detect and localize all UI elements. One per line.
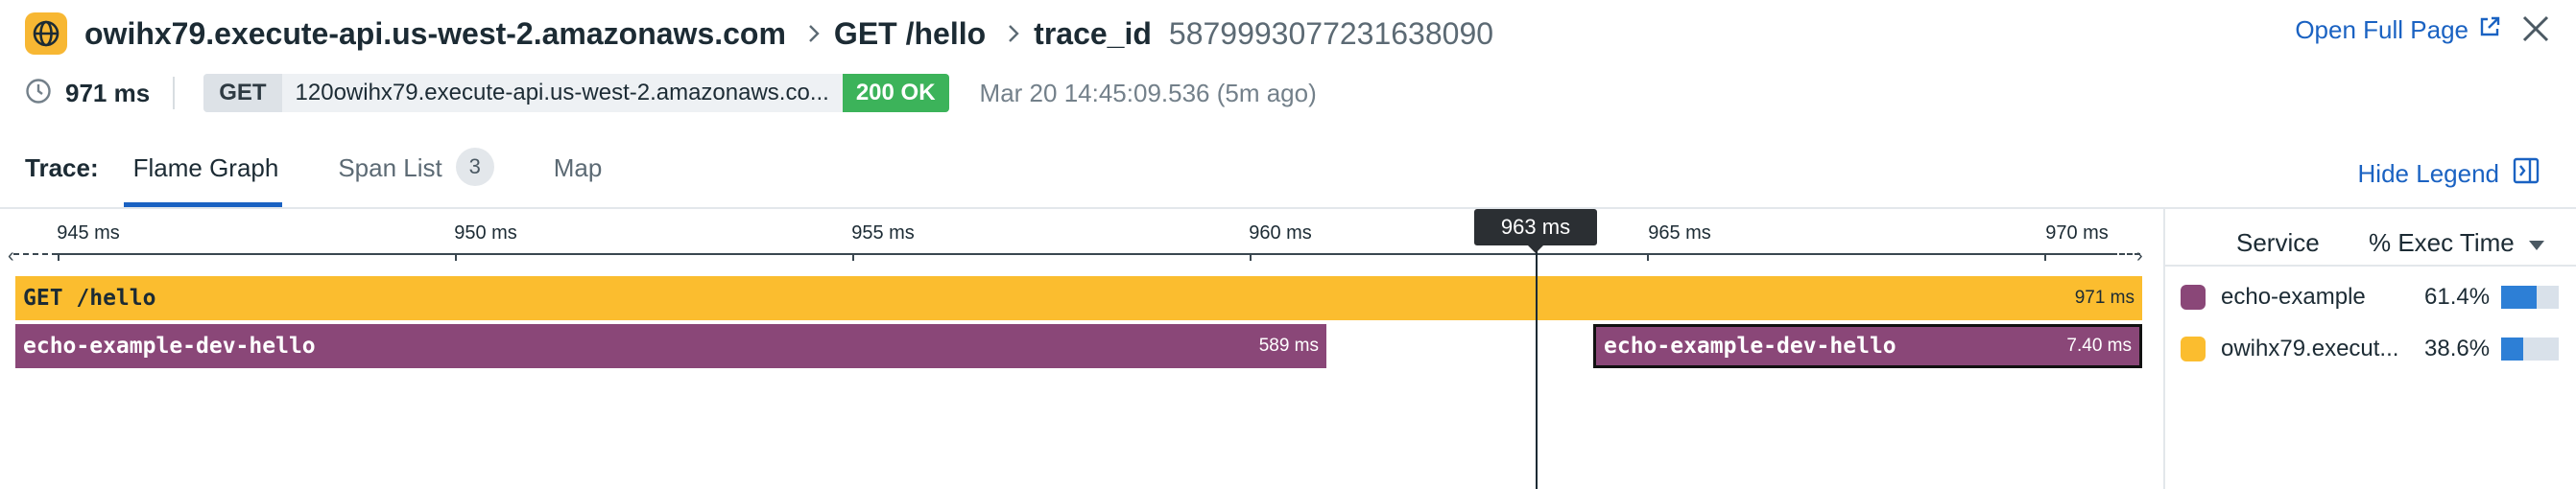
axis-tick: [1647, 253, 1649, 261]
collapse-panel-icon: [2513, 157, 2540, 191]
span-name: GET /hello: [23, 286, 156, 311]
globe-icon: [25, 12, 67, 55]
axis-tick-label: 970 ms: [2045, 222, 2109, 244]
exec-time-bar-fill: [2501, 286, 2537, 309]
trace-id-value: 5879993077231638090: [1168, 15, 1494, 51]
span-duration: 971 ms: [2074, 288, 2135, 308]
legend-divider: [2163, 209, 2165, 489]
legend-exec-pct: 61.4%: [2424, 284, 2491, 310]
chevron-right-icon: [807, 23, 821, 44]
tab-map[interactable]: Map: [554, 153, 603, 207]
axis-tick-label: 950 ms: [454, 222, 517, 244]
axis-tick-label: 965 ms: [1648, 222, 1711, 244]
close-button[interactable]: [2518, 13, 2553, 48]
flame-graph[interactable]: ‹ › 945 ms 950 ms 955 ms 960 ms 965 ms 9…: [0, 209, 2163, 489]
sort-down-icon: [2528, 228, 2545, 258]
exec-time-bar: [2501, 286, 2559, 309]
axis-tick-label: 960 ms: [1249, 222, 1312, 244]
span-bar-echo-example-dev-hello-selected[interactable]: echo-example-dev-hello 7.40 ms: [1593, 324, 2142, 368]
span-duration: 7.40 ms: [2066, 336, 2132, 356]
request-pill: GET 120owihx79.execute-api.us-west-2.ama…: [203, 74, 949, 112]
time-axis-line: [58, 253, 2111, 255]
axis-tick-label: 955 ms: [851, 222, 915, 244]
trace-summary: 971 ms GET 120owihx79.execute-api.us-wes…: [25, 73, 1317, 113]
axis-tick: [852, 253, 854, 261]
trace-duration: 971 ms: [65, 78, 151, 107]
exec-time-bar-fill: [2501, 338, 2524, 361]
clock-icon: [25, 78, 52, 109]
axis-tick-label: 945 ms: [57, 222, 120, 244]
operation-name: GET /hello: [833, 15, 987, 51]
trace-header: owihx79.execute-api.us-west-2.amazonaws.…: [25, 10, 1493, 58]
tab-flame-graph[interactable]: Flame Graph: [123, 153, 283, 207]
axis-right-arrow-icon: ›: [2136, 245, 2143, 267]
service-color-swatch: [2181, 337, 2206, 361]
time-cursor-tooltip: 963 ms: [1474, 209, 1597, 253]
tab-span-list[interactable]: Span List 3: [338, 148, 494, 207]
tabs-divider: [0, 207, 2576, 209]
close-icon: [2521, 14, 2550, 48]
axis-tick: [1250, 253, 1252, 261]
axis-right-dash: [2111, 253, 2140, 255]
span-count-badge: 3: [455, 148, 494, 186]
tabs-label: Trace:: [25, 153, 99, 182]
request-url: 120owihx79.execute-api.us-west-2.amazona…: [295, 80, 829, 105]
span-name: echo-example-dev-hello: [23, 334, 316, 359]
service-title: owihx79.execute-api.us-west-2.amazonaws.…: [84, 15, 786, 51]
axis-left-arrow-icon: ‹: [8, 245, 14, 267]
axis-tick: [58, 253, 60, 261]
hide-legend-label: Hide Legend: [2357, 159, 2499, 188]
legend-header-divider: [2165, 265, 2576, 267]
tab-label: Span List: [338, 153, 442, 182]
divider: [173, 77, 176, 109]
chevron-right-icon: [1007, 23, 1020, 44]
legend-row[interactable]: owihx79.execut... 38.6%: [2165, 324, 2576, 374]
span-name: echo-example-dev-hello: [1604, 334, 1896, 359]
time-cursor-line: [1536, 244, 1538, 489]
span-bar-echo-example-dev-hello[interactable]: echo-example-dev-hello 589 ms: [15, 324, 1326, 368]
legend-row[interactable]: echo-example 61.4%: [2165, 272, 2576, 322]
exec-time-bar: [2501, 338, 2559, 361]
trace-timestamp: Mar 20 14:45:09.536 (5m ago): [979, 78, 1317, 107]
legend-exec-pct: 38.6%: [2424, 336, 2491, 361]
status-badge: 200 OK: [842, 74, 949, 112]
axis-tick: [2044, 253, 2046, 261]
legend-panel: Service % Exec Time echo-example 61.4% o…: [2165, 209, 2576, 489]
tab-label: Flame Graph: [132, 153, 279, 182]
legend-service-name: echo-example: [2221, 284, 2366, 310]
axis-left-dash: [13, 253, 58, 255]
legend-header: Service % Exec Time: [2165, 219, 2576, 267]
tab-label: Map: [553, 153, 603, 182]
open-full-page-link[interactable]: Open Full Page: [2295, 15, 2501, 45]
exec-time-label: % Exec Time: [2369, 227, 2515, 257]
legend-column-service: Service: [2236, 227, 2320, 257]
http-method: GET: [203, 74, 282, 112]
axis-tick: [455, 253, 457, 261]
external-link-icon: [2478, 15, 2501, 45]
service-color-swatch: [2181, 285, 2206, 310]
span-bar-get-hello[interactable]: GET /hello 971 ms: [15, 276, 2142, 320]
legend-service-name: owihx79.execut...: [2221, 336, 2399, 361]
hide-legend-button[interactable]: Hide Legend: [2358, 157, 2540, 191]
open-full-page-label: Open Full Page: [2295, 15, 2469, 44]
legend-column-exec-time[interactable]: % Exec Time: [2369, 228, 2545, 258]
span-duration: 589 ms: [1258, 336, 1319, 356]
trace-id-label: trace_id: [1034, 15, 1152, 51]
view-tabs: Trace: Flame Graph Span List 3 Map: [25, 148, 661, 207]
